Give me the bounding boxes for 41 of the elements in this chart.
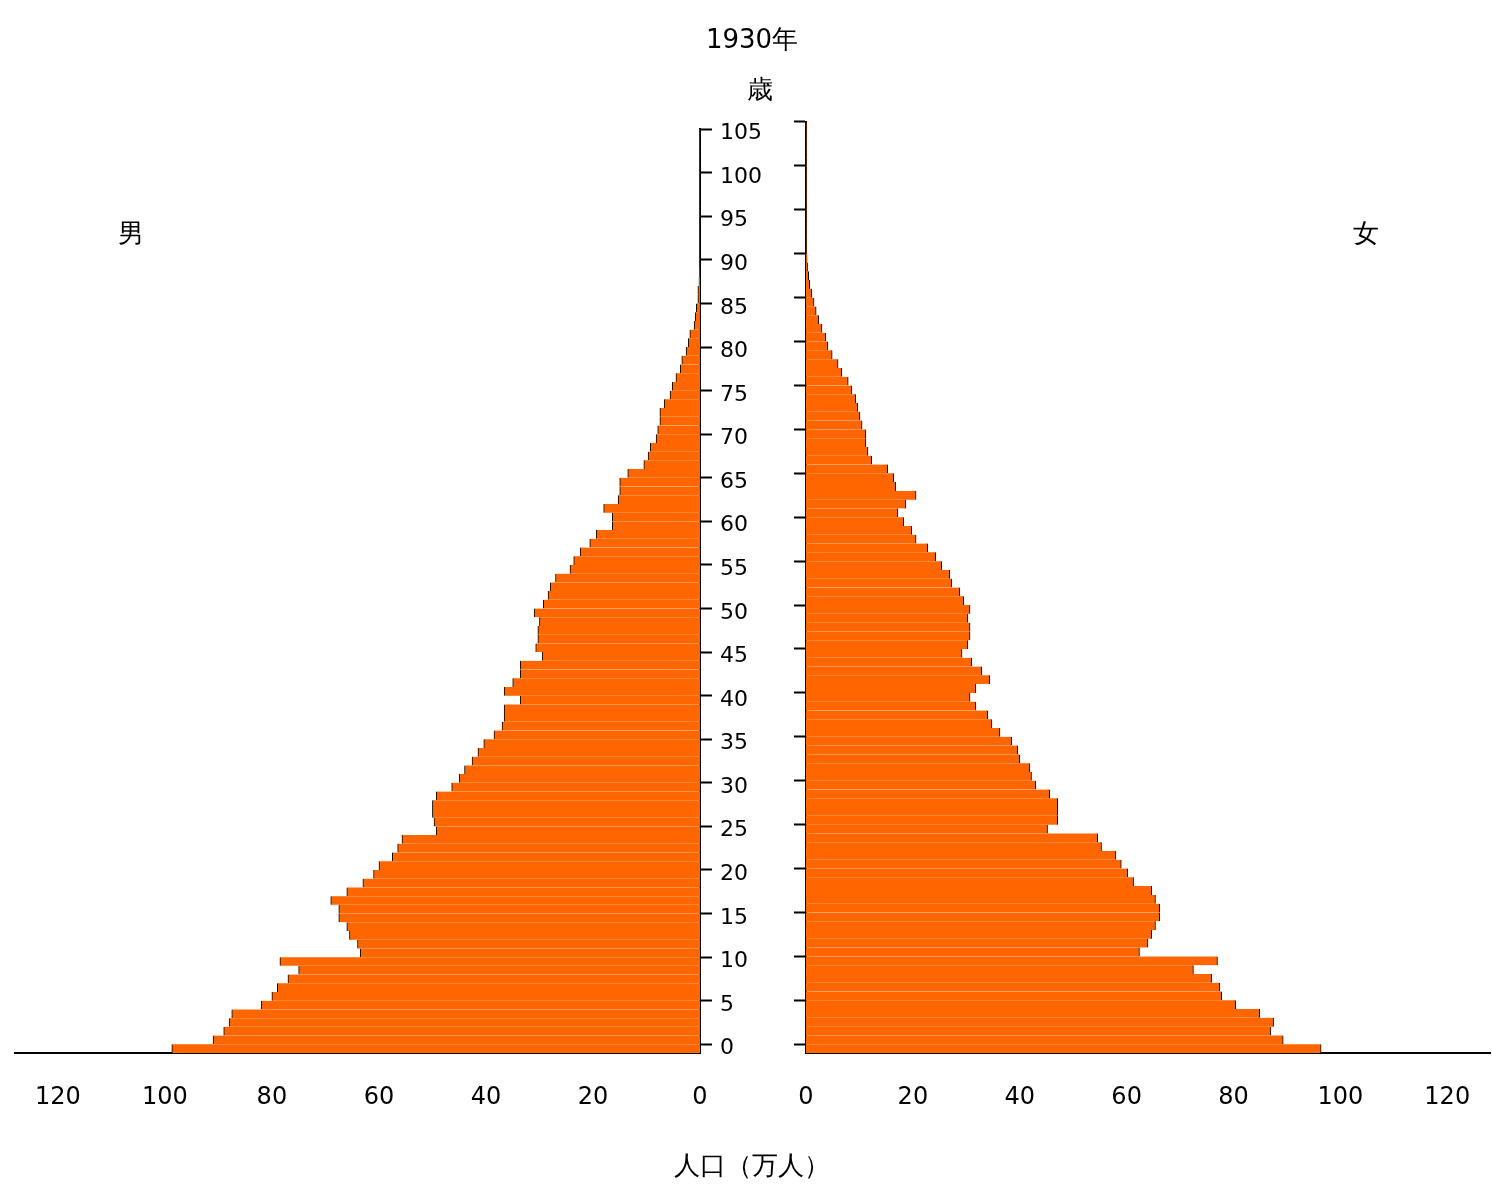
y-tick-label: 80 [720, 337, 748, 363]
x-tick-label: 60 [363, 1081, 395, 1110]
y-tick-label: 40 [720, 685, 748, 711]
y-tick-label: 55 [720, 555, 748, 581]
y-tick-label: 45 [720, 642, 748, 668]
y-tick-label: 5 [720, 990, 734, 1016]
y-axis-title: 歳 [746, 73, 774, 106]
y-tick-label: 60 [720, 511, 748, 537]
x-tick-label: 120 [1424, 1081, 1471, 1110]
x-tick-label: 120 [34, 1081, 81, 1110]
y-tick-label: 105 [720, 119, 762, 145]
x-tick-label: 60 [1111, 1081, 1142, 1110]
y-tick-label: 100 [720, 162, 762, 188]
y-tick-label: 0 [720, 1034, 734, 1060]
y-tick-label: 70 [720, 424, 748, 450]
y-tick-label: 95 [720, 206, 748, 232]
y-tick-label: 50 [720, 598, 748, 624]
annotation: 女 [1353, 217, 1379, 250]
x-tick-label: 20 [577, 1081, 609, 1110]
x-tick-label: 80 [256, 1081, 288, 1110]
y-tick-label: 85 [720, 293, 748, 319]
y-tick-label: 90 [720, 250, 748, 275]
x-tick-label: 40 [1004, 1081, 1036, 1110]
x-tick-label: 0 [798, 1081, 814, 1110]
x-tick-label: 80 [1218, 1081, 1249, 1110]
y-tick-label: 65 [720, 467, 748, 493]
x-axis-title: 人口（万人） [673, 1149, 831, 1182]
y-tick-label: 35 [720, 729, 748, 755]
y-tick-label: 30 [720, 772, 748, 798]
y-tick-label: 25 [720, 816, 748, 842]
y-tick-label: 20 [720, 860, 748, 886]
y-tick-label: 15 [720, 903, 748, 929]
y-tick-label: 10 [720, 947, 748, 973]
chart-title: 1930年 [704, 23, 800, 56]
x-tick-label: 100 [141, 1081, 188, 1110]
x-tick-label: 40 [470, 1081, 502, 1110]
annotation: 男 [118, 217, 144, 250]
x-tick-label: 20 [897, 1081, 929, 1110]
x-tick-label: 0 [692, 1081, 708, 1110]
y-tick-label: 75 [720, 380, 748, 406]
x-tick-label: 100 [1317, 1081, 1364, 1110]
